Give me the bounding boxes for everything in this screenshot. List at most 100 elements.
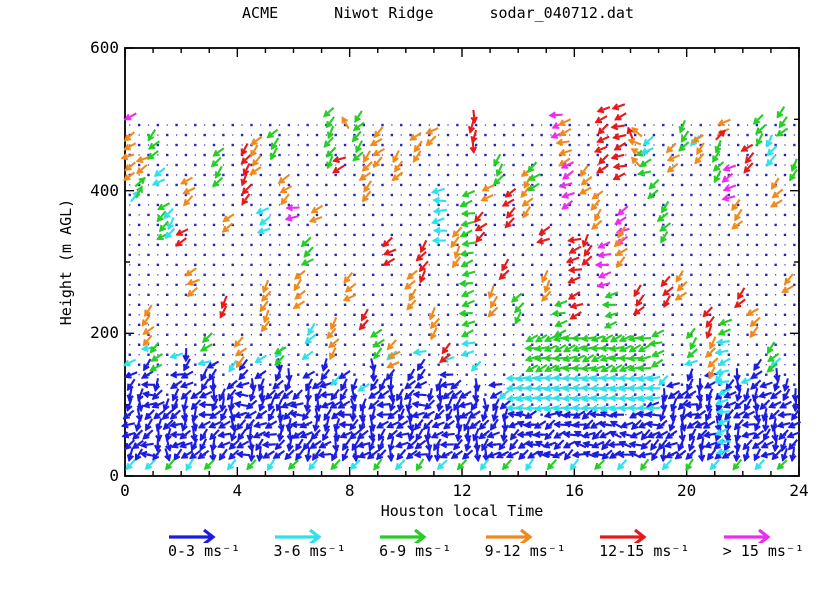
no-data-dot	[204, 264, 206, 266]
no-data-dot	[185, 264, 187, 266]
no-data-dot	[652, 213, 656, 217]
no-data-dot	[129, 184, 131, 186]
no-data-dot	[307, 214, 309, 216]
no-data-dot	[184, 333, 188, 336]
no-data-dot	[278, 284, 281, 286]
wind-arrow	[233, 336, 244, 348]
wind-arrow	[339, 430, 353, 439]
no-data-dot	[521, 353, 525, 356]
no-data-dot	[680, 363, 684, 366]
no-data-dot	[287, 323, 291, 326]
no-data-dot	[391, 244, 393, 246]
no-data-dot	[325, 174, 327, 176]
wind-arrow	[505, 451, 520, 459]
no-data-dot	[615, 333, 618, 336]
no-data-dot	[672, 404, 674, 406]
no-data-dot	[363, 294, 365, 296]
wind-arrow	[713, 170, 722, 184]
no-data-dot	[718, 383, 721, 386]
wind-arrow	[708, 336, 717, 350]
no-data-dot	[287, 263, 291, 267]
wind-arrow	[277, 418, 285, 433]
no-data-dot	[465, 373, 468, 376]
no-data-dot	[484, 133, 487, 137]
wind-arrow	[180, 176, 194, 185]
no-data-dot	[297, 133, 300, 137]
wind-arrow	[121, 431, 136, 439]
no-data-dot	[550, 194, 552, 196]
wind-arrow	[443, 419, 455, 430]
wind-arrow	[198, 410, 213, 419]
no-data-dot	[335, 424, 337, 426]
no-data-dot	[335, 224, 337, 226]
wind-arrow	[300, 258, 314, 266]
wind-arrow	[330, 374, 341, 386]
wind-arrow	[767, 352, 780, 363]
no-data-dot	[540, 253, 543, 257]
no-data-dot	[278, 304, 281, 306]
no-data-dot	[194, 374, 196, 376]
no-data-dot	[307, 274, 309, 276]
no-data-dot	[194, 314, 196, 316]
no-data-dot	[671, 273, 674, 277]
no-data-dot	[577, 153, 581, 157]
no-data-dot	[428, 264, 430, 266]
wind-arrow	[594, 115, 608, 124]
no-data-dot	[157, 334, 159, 336]
no-data-dot	[166, 264, 168, 266]
wind-arrow	[236, 440, 250, 449]
no-data-dot	[343, 323, 347, 326]
no-data-dot	[774, 383, 777, 386]
no-data-dot	[793, 183, 796, 187]
no-data-dot	[260, 324, 262, 326]
legend-arrow	[380, 528, 427, 543]
no-data-dot	[746, 324, 749, 326]
no-data-dot	[522, 404, 524, 406]
no-data-dot	[391, 284, 393, 286]
no-data-dot	[474, 203, 478, 207]
no-data-dot	[166, 253, 169, 257]
no-data-dot	[381, 363, 384, 366]
wind-arrow	[314, 388, 323, 402]
no-data-dot	[699, 283, 702, 287]
no-data-dot	[681, 254, 683, 256]
no-data-dot	[465, 313, 468, 316]
no-data-dot	[634, 124, 636, 126]
wind-arrow	[543, 404, 558, 413]
no-data-dot	[484, 284, 487, 286]
no-data-dot	[793, 134, 795, 136]
no-data-dot	[793, 334, 795, 336]
no-data-dot	[428, 173, 431, 177]
no-data-dot	[699, 443, 702, 446]
legend-range: 3-6	[273, 542, 301, 560]
no-data-dot	[371, 133, 375, 137]
no-data-dot	[278, 193, 281, 197]
no-data-dot	[353, 193, 356, 197]
wind-arrow	[639, 158, 652, 168]
no-data-dot	[409, 253, 412, 257]
wind-arrow	[582, 419, 594, 430]
no-data-dot	[605, 243, 609, 247]
no-data-dot	[493, 223, 497, 227]
wind-arrow	[386, 429, 398, 440]
no-data-dot	[756, 254, 758, 256]
no-data-dot	[568, 323, 571, 326]
wind-arrow	[199, 428, 209, 442]
no-data-dot	[765, 344, 767, 346]
no-data-dot	[502, 413, 506, 416]
no-data-dot	[624, 183, 628, 187]
no-data-dot	[755, 223, 759, 227]
no-data-dot	[577, 353, 581, 356]
no-data-dot	[699, 343, 702, 346]
wind-arrow	[140, 380, 156, 389]
no-data-dot	[419, 354, 421, 356]
legend-arrow	[600, 528, 647, 543]
no-data-dot	[643, 203, 646, 207]
wind-arrow	[668, 418, 676, 432]
no-data-dot	[137, 163, 141, 167]
no-data-dot	[774, 163, 777, 167]
y-axis-title: Height (m AGL)	[57, 198, 75, 326]
no-data-dot	[418, 203, 422, 207]
no-data-dot	[541, 404, 543, 406]
no-data-dot	[728, 244, 730, 246]
